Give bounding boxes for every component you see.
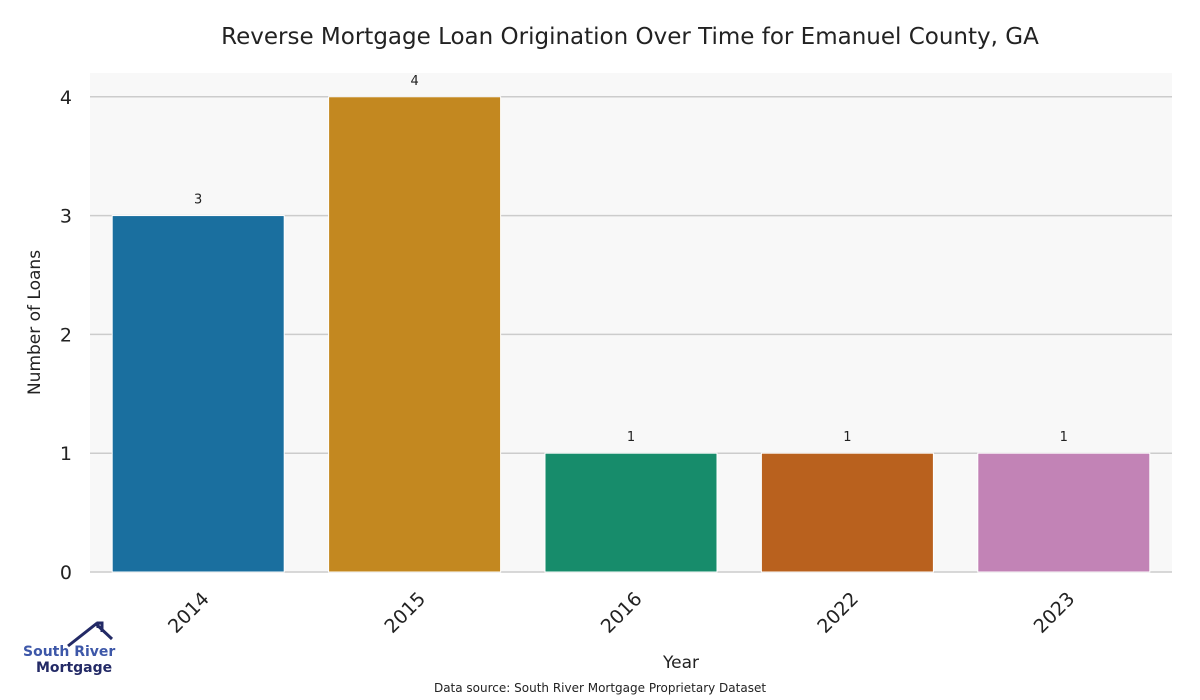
x-axis-label: Year xyxy=(662,653,699,673)
x-tick-label: 2015 xyxy=(380,588,430,638)
logo-line1: South River xyxy=(23,644,116,660)
house-roof-icon xyxy=(67,621,114,648)
y-tick-label: 3 xyxy=(60,206,72,228)
y-axis-label: Number of Loans xyxy=(25,250,45,395)
bar-2016 xyxy=(544,452,718,573)
south-river-mortgage-logo: South River Mortgage xyxy=(20,620,120,680)
y-tick-label: 1 xyxy=(60,443,72,465)
data-label: 1 xyxy=(843,430,851,445)
data-label: 1 xyxy=(1060,430,1068,445)
x-tick-label: 2023 xyxy=(1030,588,1080,638)
bar-2015 xyxy=(328,96,502,573)
bar-2014 xyxy=(111,215,285,573)
y-tick-label: 0 xyxy=(60,562,72,584)
y-tick-label: 4 xyxy=(60,87,72,109)
data-label: 4 xyxy=(410,74,418,89)
x-tick-label: 2014 xyxy=(164,588,214,638)
x-tick-label: 2016 xyxy=(597,588,647,638)
data-source-note: Data source: South River Mortgage Propri… xyxy=(433,681,767,695)
bar-2023 xyxy=(977,452,1151,573)
logo-line2: Mortgage xyxy=(36,660,113,676)
data-label: 3 xyxy=(194,193,202,208)
x-tick-label: 2022 xyxy=(813,588,863,638)
data-label: 1 xyxy=(627,430,635,445)
y-tick-label: 2 xyxy=(60,324,72,346)
chart-title: Reverse Mortgage Loan Origination Over T… xyxy=(221,24,1039,50)
bar-2022 xyxy=(760,452,934,573)
